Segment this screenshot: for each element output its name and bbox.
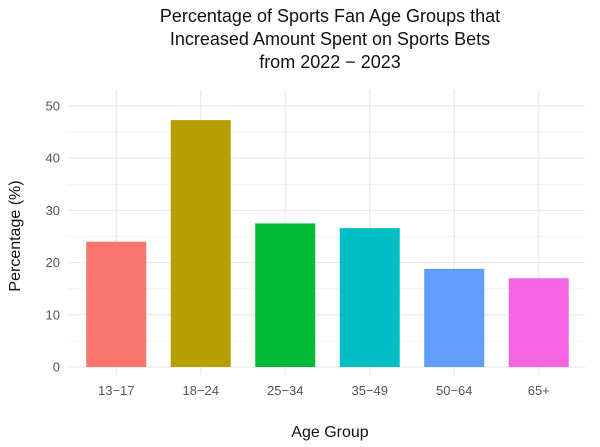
y-axis-title: Percentage (%) <box>7 180 24 291</box>
y-tick-label: 40 <box>46 151 60 166</box>
x-tick-label: 25−34 <box>267 383 304 398</box>
bar-1 <box>170 120 231 368</box>
x-tick-labels: 13−17 18−24 25−34 35−49 50−64 65+ <box>98 383 550 398</box>
bar-5 <box>508 278 569 367</box>
x-axis-title: Age Group <box>291 424 368 441</box>
bar-2 <box>255 223 316 367</box>
y-tick-label: 10 <box>46 307 60 322</box>
bar-4 <box>424 268 485 367</box>
chart-title-line-2: Increased Amount Spent on Sports Bets <box>170 29 490 49</box>
chart-title-line-3: from 2022 − 2023 <box>259 52 401 72</box>
x-tick-label: 13−17 <box>98 383 135 398</box>
bars-layer <box>86 120 569 368</box>
y-tick-label: 30 <box>46 203 60 218</box>
chart-title-line-1: Percentage of Sports Fan Age Groups that <box>160 6 500 26</box>
y-tick-label: 0 <box>53 360 60 375</box>
bar-3 <box>339 228 400 367</box>
y-tick-label: 20 <box>46 255 60 270</box>
x-tick-label: 65+ <box>528 383 550 398</box>
x-tick-label: 35−49 <box>351 383 388 398</box>
x-tick-label: 50−64 <box>436 383 473 398</box>
y-tick-labels: 0 10 20 30 40 50 <box>46 99 60 375</box>
y-tick-label: 50 <box>46 99 60 114</box>
bar-0 <box>86 241 147 367</box>
x-tick-label: 18−24 <box>182 383 219 398</box>
